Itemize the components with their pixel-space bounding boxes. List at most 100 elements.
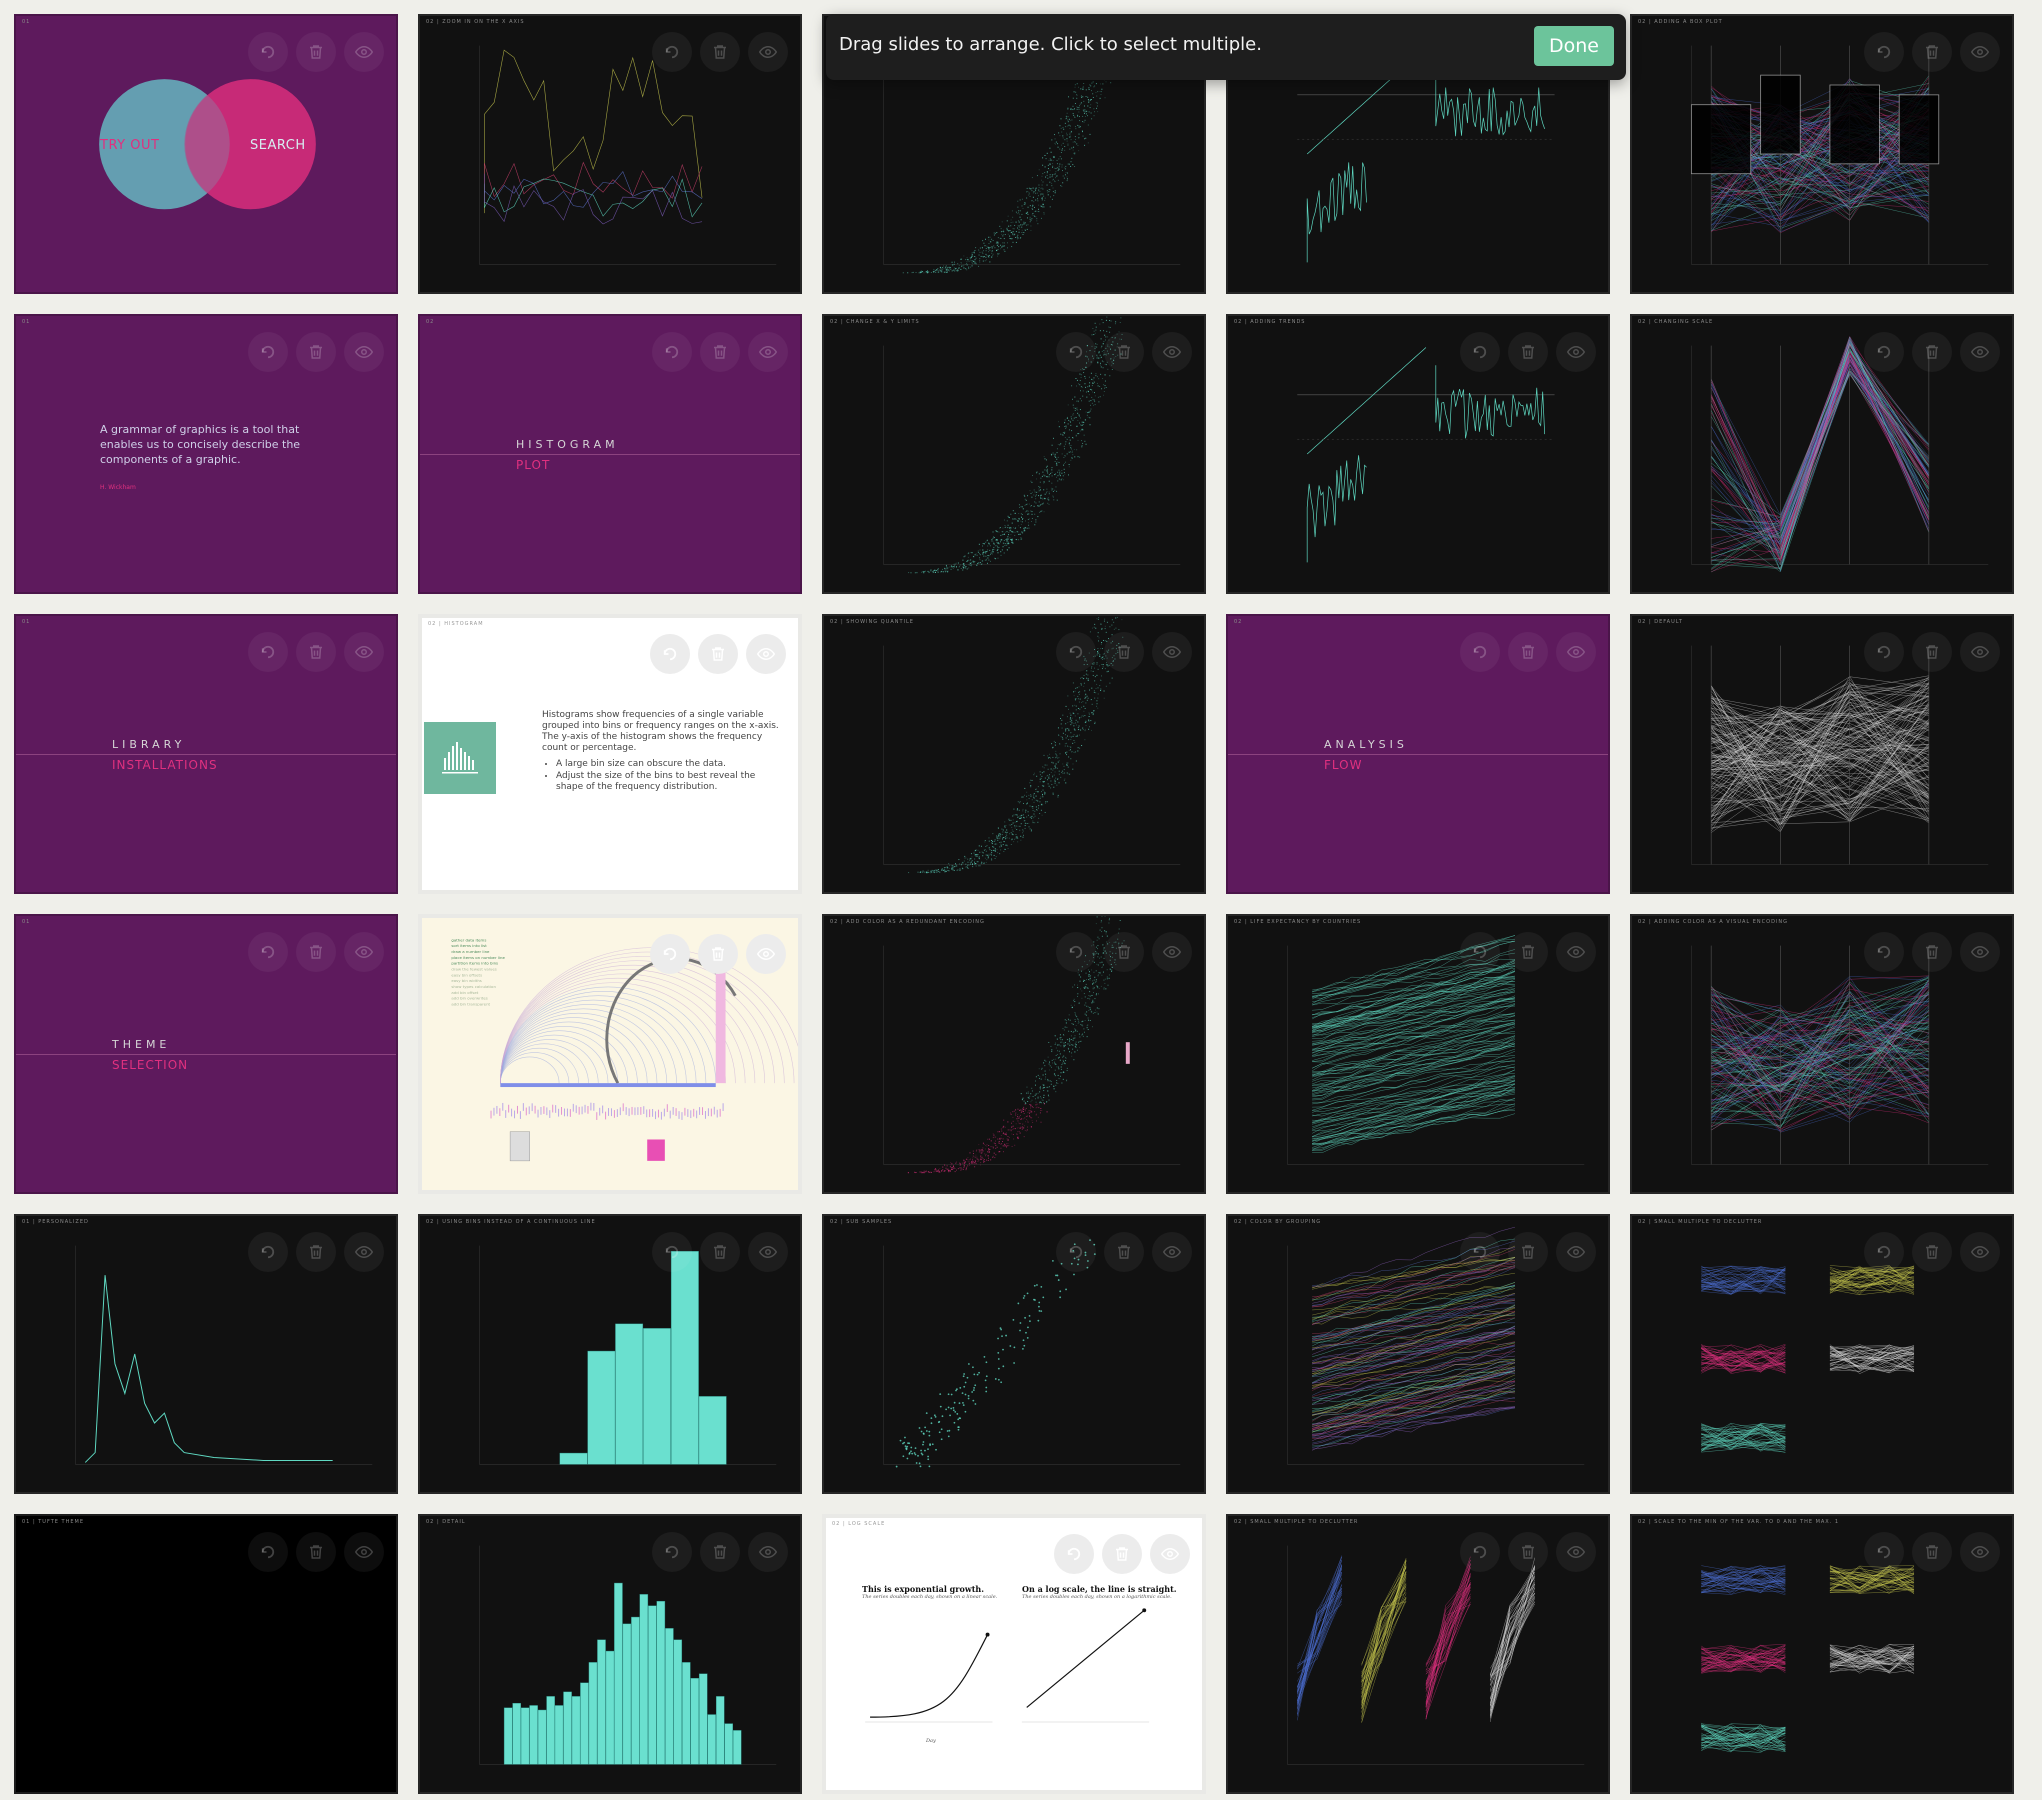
eye-icon[interactable] — [746, 934, 786, 974]
rotate-icon[interactable] — [248, 932, 288, 972]
trash-icon[interactable] — [698, 634, 738, 674]
slide-thumbnail-27[interactable]: 02 | DETAIL — [418, 1514, 802, 1794]
rotate-icon[interactable] — [1056, 932, 1096, 972]
eye-icon[interactable] — [1150, 1534, 1190, 1574]
slide-thumbnail-25[interactable]: 02 | SMALL MULTIPLE TO DECLUTTER — [1630, 1214, 2014, 1494]
slide-thumbnail-10[interactable]: 02 | CHANGING SCALE — [1630, 314, 2014, 594]
eye-icon[interactable] — [1556, 1232, 1596, 1272]
trash-icon[interactable] — [1912, 632, 1952, 672]
slide-thumbnail-26[interactable]: 01 | TUFTE THEME — [14, 1514, 398, 1794]
rotate-icon[interactable] — [248, 332, 288, 372]
eye-icon[interactable] — [1960, 1232, 2000, 1272]
trash-icon[interactable] — [1508, 332, 1548, 372]
eye-icon[interactable] — [1960, 632, 2000, 672]
trash-icon[interactable] — [1104, 1232, 1144, 1272]
eye-icon[interactable] — [344, 932, 384, 972]
eye-icon[interactable] — [344, 32, 384, 72]
slide-thumbnail-29[interactable]: 02 | SMALL MULTIPLE TO DECLUTTER — [1226, 1514, 1610, 1794]
rotate-icon[interactable] — [1460, 632, 1500, 672]
slide-thumbnail-6[interactable]: 01 A grammar of graphics is a tool that e… — [14, 314, 398, 594]
eye-icon[interactable] — [344, 1232, 384, 1272]
rotate-icon[interactable] — [652, 32, 692, 72]
trash-icon[interactable] — [1104, 332, 1144, 372]
trash-icon[interactable] — [1508, 932, 1548, 972]
eye-icon[interactable] — [748, 1532, 788, 1572]
slide-thumbnail-11[interactable]: 01 LIBRARY INSTALLATIONS — [14, 614, 398, 894]
slide-thumbnail-14[interactable]: 02 ANALYSIS FLOW — [1226, 614, 1610, 894]
rotate-icon[interactable] — [1460, 332, 1500, 372]
slide-thumbnail-2[interactable]: 02 | ZOOM IN ON THE X AXIS — [418, 14, 802, 294]
slide-thumbnail-22[interactable]: 02 | USING BINS INSTEAD OF A CONTINUOUS … — [418, 1214, 802, 1494]
trash-icon[interactable] — [700, 32, 740, 72]
rotate-icon[interactable] — [650, 634, 690, 674]
trash-icon[interactable] — [1912, 932, 1952, 972]
eye-icon[interactable] — [1960, 1532, 2000, 1572]
rotate-icon[interactable] — [652, 1532, 692, 1572]
rotate-icon[interactable] — [248, 1232, 288, 1272]
eye-icon[interactable] — [748, 32, 788, 72]
trash-icon[interactable] — [296, 932, 336, 972]
eye-icon[interactable] — [1152, 332, 1192, 372]
slide-thumbnail-8[interactable]: 02 | CHANGE X & Y LIMITS — [822, 314, 1206, 594]
eye-icon[interactable] — [1152, 632, 1192, 672]
eye-icon[interactable] — [1152, 932, 1192, 972]
eye-icon[interactable] — [748, 1232, 788, 1272]
trash-icon[interactable] — [1508, 1232, 1548, 1272]
slide-thumbnail-28[interactable]: 02 | LOG SCALE This is exponential growth… — [822, 1514, 1206, 1794]
slide-thumbnail-20[interactable]: 02 | ADDING COLOR AS A VISUAL ENCODING — [1630, 914, 2014, 1194]
eye-icon[interactable] — [1556, 332, 1596, 372]
eye-icon[interactable] — [344, 1532, 384, 1572]
slide-thumbnail-18[interactable]: 02 | ADD COLOR AS A REDUNDANT ENCODING — [822, 914, 1206, 1194]
slide-thumbnail-23[interactable]: 02 | SUB SAMPLES — [822, 1214, 1206, 1494]
trash-icon[interactable] — [1912, 32, 1952, 72]
slide-thumbnail-1[interactable]: 01 TRY OUT SEARCH — [14, 14, 398, 294]
trash-icon[interactable] — [1508, 632, 1548, 672]
rotate-icon[interactable] — [1460, 932, 1500, 972]
rotate-icon[interactable] — [1460, 1232, 1500, 1272]
trash-icon[interactable] — [1102, 1534, 1142, 1574]
slide-thumbnail-5[interactable]: 02 | ADDING A BOX PLOT — [1630, 14, 2014, 294]
trash-icon[interactable] — [700, 332, 740, 372]
slide-thumbnail-15[interactable]: 02 | DEFAULT — [1630, 614, 2014, 894]
eye-icon[interactable] — [1152, 1232, 1192, 1272]
rotate-icon[interactable] — [1864, 32, 1904, 72]
trash-icon[interactable] — [296, 1532, 336, 1572]
rotate-icon[interactable] — [248, 1532, 288, 1572]
slide-thumbnail-21[interactable]: 01 | PERSONALIZED — [14, 1214, 398, 1494]
rotate-icon[interactable] — [652, 332, 692, 372]
rotate-icon[interactable] — [1056, 332, 1096, 372]
trash-icon[interactable] — [296, 32, 336, 72]
trash-icon[interactable] — [1912, 332, 1952, 372]
rotate-icon[interactable] — [248, 32, 288, 72]
slide-thumbnail-13[interactable]: 02 | SHOWING QUANTILE — [822, 614, 1206, 894]
eye-icon[interactable] — [1556, 932, 1596, 972]
rotate-icon[interactable] — [248, 632, 288, 672]
trash-icon[interactable] — [1912, 1232, 1952, 1272]
slide-thumbnail-7[interactable]: 02 HISTOGRAM PLOT — [418, 314, 802, 594]
rotate-icon[interactable] — [1864, 332, 1904, 372]
rotate-icon[interactable] — [650, 934, 690, 974]
rotate-icon[interactable] — [1864, 1232, 1904, 1272]
done-button[interactable]: Done — [1534, 26, 1614, 66]
trash-icon[interactable] — [1912, 1532, 1952, 1572]
rotate-icon[interactable] — [1460, 1532, 1500, 1572]
eye-icon[interactable] — [1556, 632, 1596, 672]
slide-thumbnail-30[interactable]: 02 | SCALE TO THE MIN OF THE VAR. TO 0 A… — [1630, 1514, 2014, 1794]
slide-thumbnail-19[interactable]: 02 | LIFE EXPECTANCY BY COUNTRIES — [1226, 914, 1610, 1194]
trash-icon[interactable] — [700, 1232, 740, 1272]
trash-icon[interactable] — [296, 1232, 336, 1272]
eye-icon[interactable] — [344, 332, 384, 372]
eye-icon[interactable] — [748, 332, 788, 372]
eye-icon[interactable] — [746, 634, 786, 674]
trash-icon[interactable] — [1104, 632, 1144, 672]
rotate-icon[interactable] — [1864, 1532, 1904, 1572]
trash-icon[interactable] — [700, 1532, 740, 1572]
rotate-icon[interactable] — [652, 1232, 692, 1272]
rotate-icon[interactable] — [1056, 1232, 1096, 1272]
trash-icon[interactable] — [296, 632, 336, 672]
eye-icon[interactable] — [1556, 1532, 1596, 1572]
trash-icon[interactable] — [1508, 1532, 1548, 1572]
rotate-icon[interactable] — [1864, 632, 1904, 672]
rotate-icon[interactable] — [1056, 632, 1096, 672]
eye-icon[interactable] — [344, 632, 384, 672]
